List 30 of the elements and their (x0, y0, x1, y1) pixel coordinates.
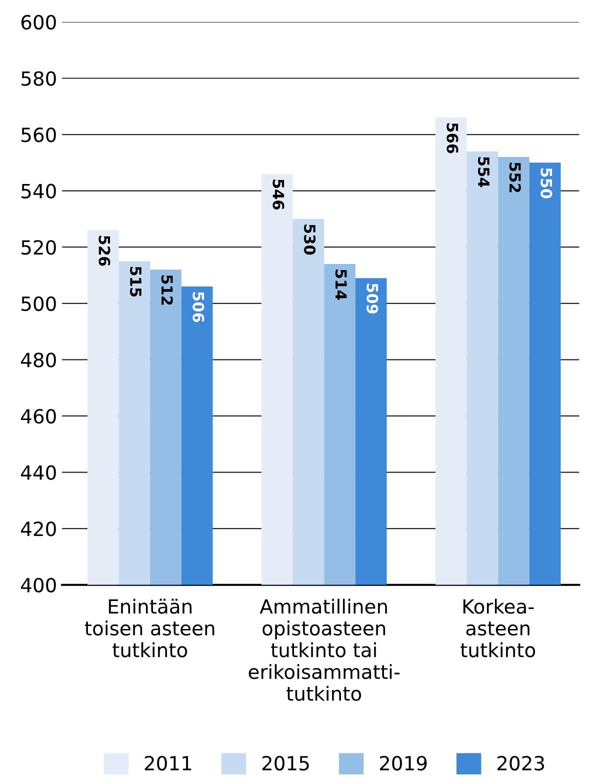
y-tick-label: 580 (22, 71, 56, 86)
data-label: 512 (161, 275, 173, 305)
data-label: 506 (192, 292, 204, 322)
data-label: 546 (272, 180, 284, 210)
y-tick-label: 500 (22, 296, 56, 312)
data-label: 530 (304, 224, 316, 255)
x-tick-label: Korkea- asteen tutkinto (460, 598, 536, 658)
y-tick-label: 420 (21, 522, 56, 536)
data-label: 552 (509, 162, 521, 192)
y-tick-label: 400 (21, 578, 56, 593)
data-label: 566 (446, 123, 458, 154)
legend-label: 2023 (497, 756, 544, 771)
x-tick-label: Enintään toisen asteen tutkinto (84, 598, 214, 658)
x-tick-label: Ammatillinen opistoasteen tutkinto tai erikoisammatti- tutkinto (248, 598, 400, 701)
y-tick-label: 540 (22, 184, 56, 198)
y-tick-label: 560 (22, 127, 56, 142)
y-tick-label: 460 (21, 408, 56, 424)
y-tick-label: 600 (21, 14, 56, 30)
data-label: 515 (130, 266, 142, 297)
data-label: 550 (540, 168, 552, 198)
y-tick-label: 520 (22, 240, 56, 255)
legend-label: 2011 (144, 756, 192, 771)
legend-label: 2015 (262, 756, 309, 771)
data-label: 554 (478, 157, 490, 188)
y-tick-label: 440 (21, 465, 56, 480)
data-label: 514 (335, 270, 347, 300)
y-tick-label: 480 (21, 352, 56, 368)
data-label: 509 (366, 284, 378, 314)
data-label: 526 (98, 236, 110, 266)
legend-label: 2019 (380, 756, 427, 771)
